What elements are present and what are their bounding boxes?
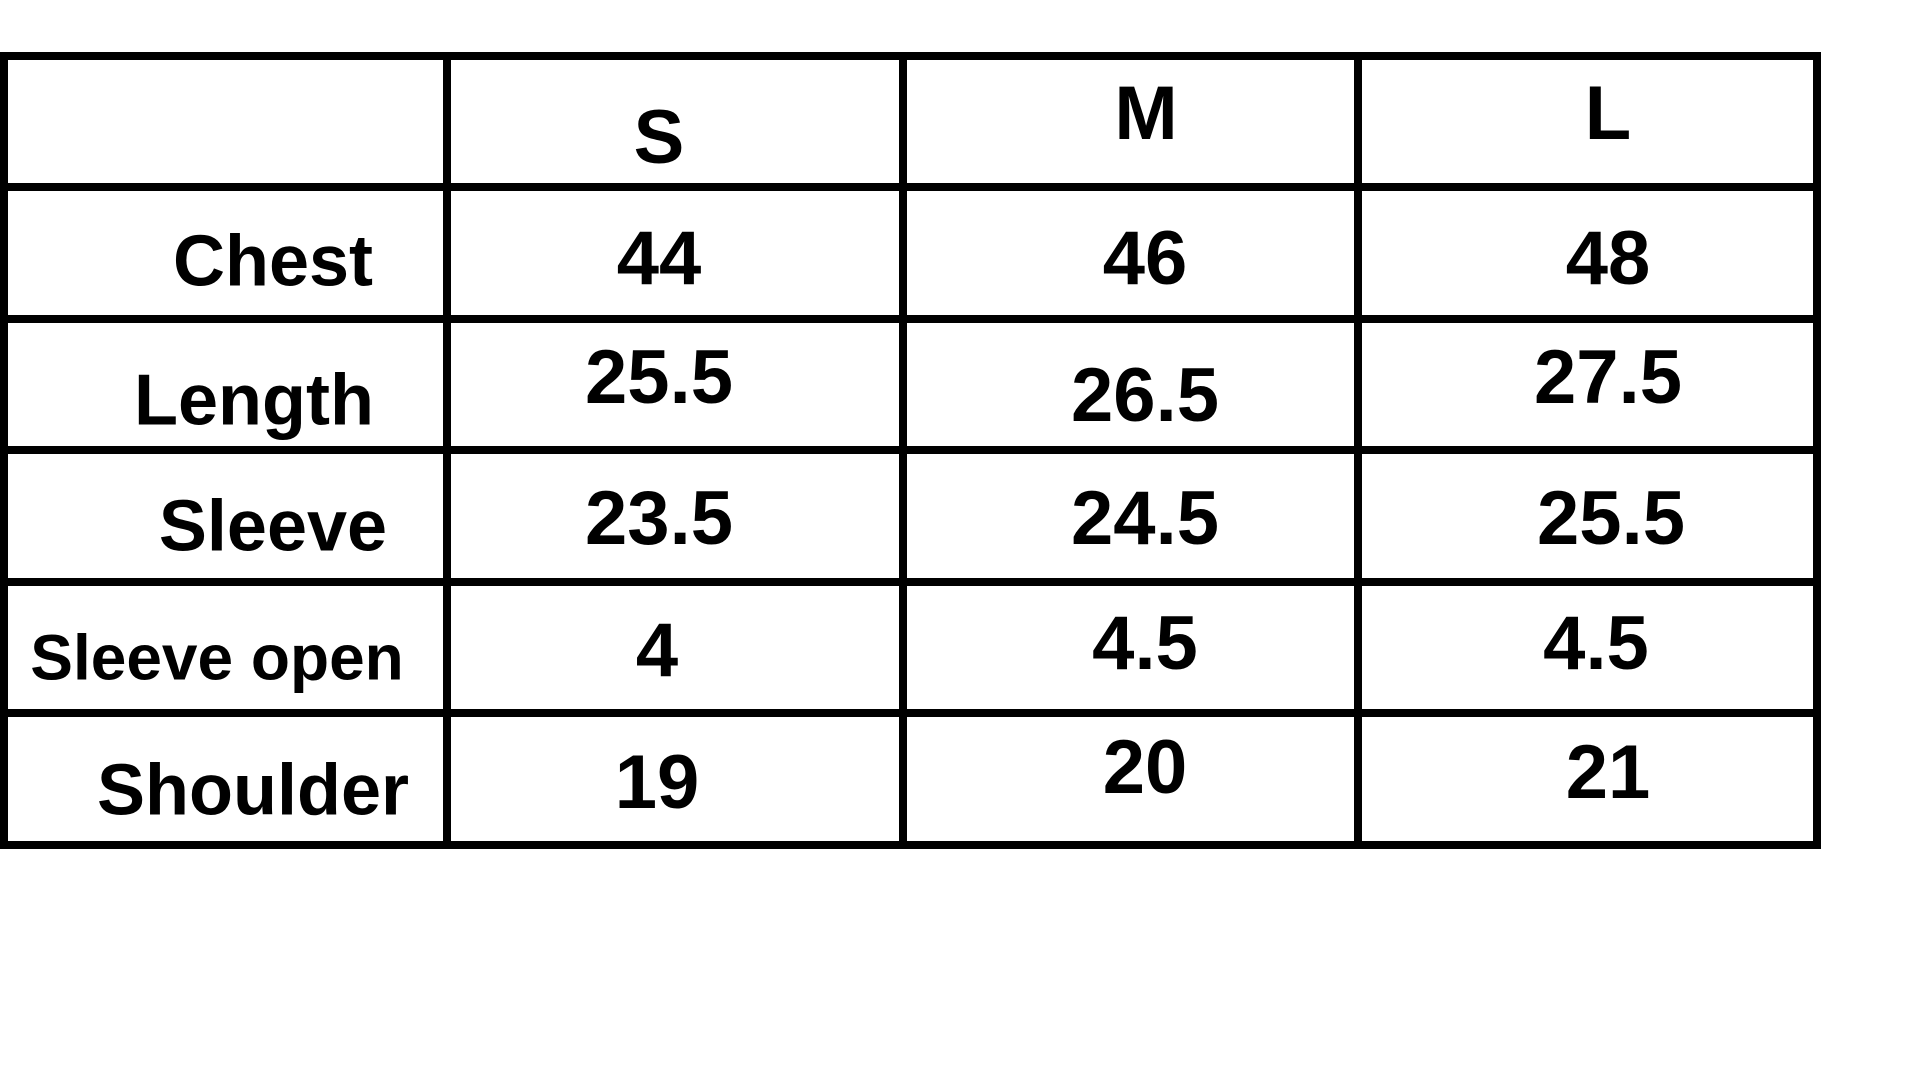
grid-line <box>0 578 1821 586</box>
grid-line <box>0 183 1821 191</box>
column-header-s: S <box>633 95 685 181</box>
cell-length-m: 26.5 <box>1071 353 1219 439</box>
grid-line <box>0 446 1821 454</box>
column-header-l: L <box>1584 71 1632 157</box>
cell-shoulder-l: 21 <box>1565 730 1651 816</box>
row-label-shoulder: Shoulder <box>96 750 410 831</box>
grid-line <box>0 52 1821 60</box>
cell-sleeve-m: 24.5 <box>1071 476 1219 562</box>
cell-sleeve-l: 25.5 <box>1537 476 1685 562</box>
cell-sleeve-open-s: 4 <box>635 608 679 694</box>
cell-chest-s: 44 <box>616 216 702 302</box>
cell-sleeve-s: 23.5 <box>585 476 733 562</box>
cell-sleeve-open-l: 4.5 <box>1543 601 1649 687</box>
cell-length-l: 27.5 <box>1534 335 1682 421</box>
grid-line <box>0 841 1821 849</box>
cell-shoulder-s: 19 <box>614 740 700 826</box>
row-label-chest: Chest <box>172 221 374 302</box>
grid-line <box>0 315 1821 323</box>
row-label-sleeve-open: Sleeve open <box>30 621 404 694</box>
cell-shoulder-m: 20 <box>1102 725 1188 811</box>
grid-line <box>0 709 1821 717</box>
row-label-length: Length <box>134 360 374 441</box>
column-header-m: M <box>1114 71 1178 157</box>
row-label-sleeve: Sleeve <box>158 486 388 567</box>
grid-line <box>1813 52 1821 849</box>
cell-length-s: 25.5 <box>585 335 733 421</box>
grid-line <box>443 52 451 849</box>
grid-line <box>1354 52 1362 849</box>
grid-line <box>899 52 907 849</box>
cell-chest-m: 46 <box>1102 216 1188 302</box>
cell-sleeve-open-m: 4.5 <box>1092 601 1198 687</box>
grid-line <box>0 52 8 849</box>
cell-chest-l: 48 <box>1565 216 1651 302</box>
